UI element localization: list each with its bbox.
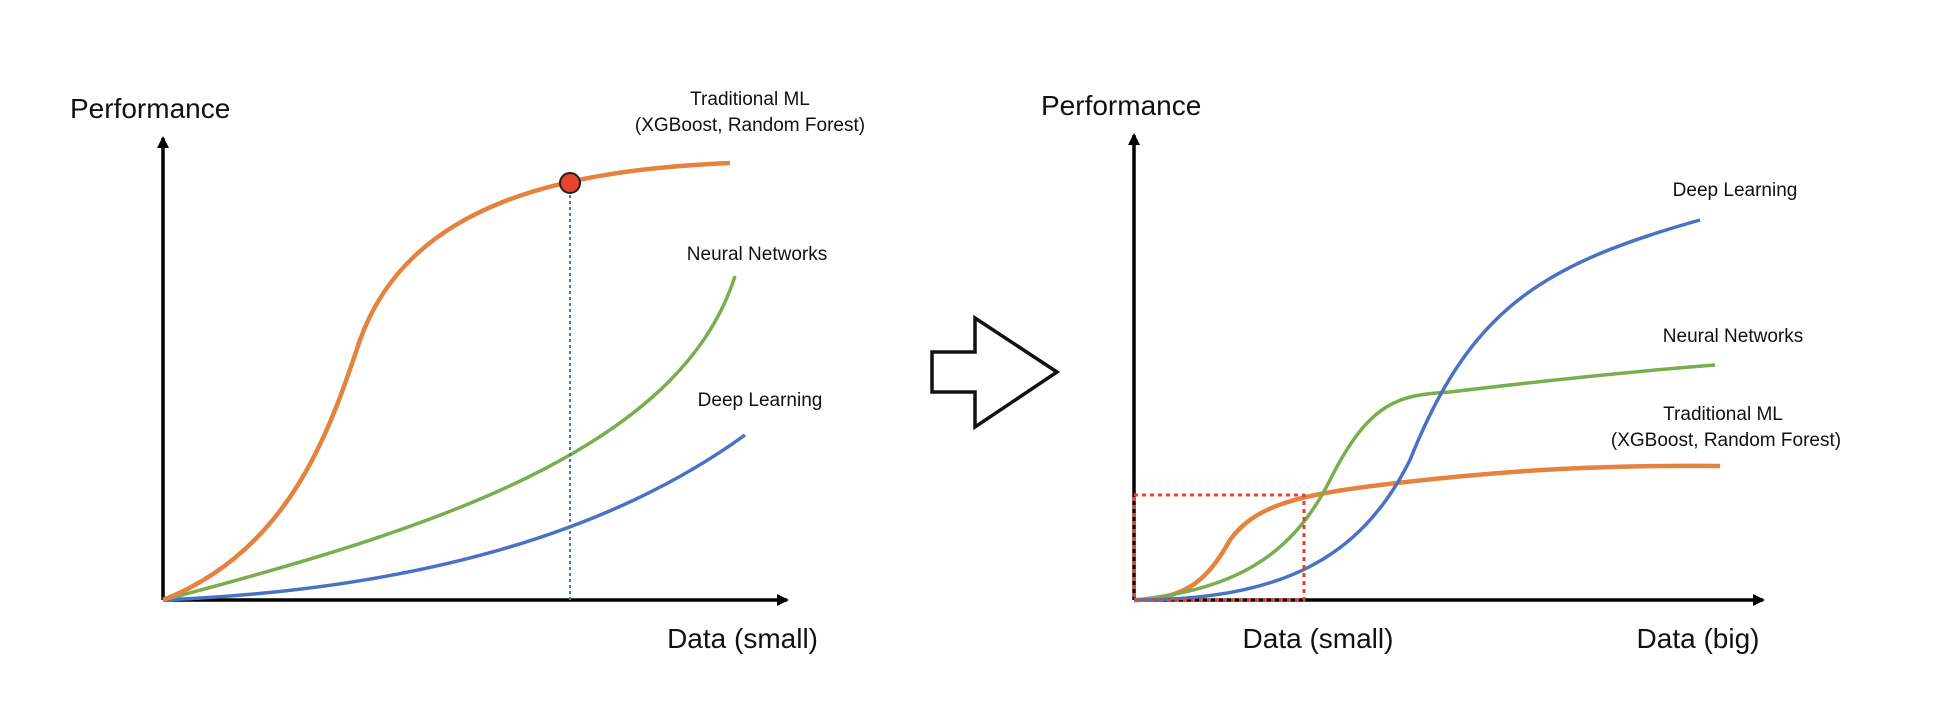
right-label-deep-learning: Deep Learning [1673, 180, 1798, 201]
right-label-traditional-ml-line2: (XGBoost, Random Forest) [1611, 430, 1841, 451]
right-x-axis-small-title: Data (small) [1243, 623, 1394, 654]
right-arrow-icon [930, 314, 1061, 431]
right-x-axis-big-title: Data (big) [1637, 623, 1760, 654]
left-label-deep-learning: Deep Learning [698, 390, 823, 411]
right-traditional-ml-curve [1133, 463, 1721, 603]
right-deep-learning-curve [1133, 218, 1701, 602]
right-label-traditional-ml-line1: Traditional ML [1663, 404, 1783, 425]
right-label-neural-networks: Neural Networks [1663, 326, 1803, 347]
left-deep-learning-curve [162, 433, 747, 602]
right-neural-networks-curve [1133, 363, 1716, 602]
left-label-traditional-ml-line2: (XGBoost, Random Forest) [635, 115, 865, 136]
left-y-axis-title: Performance [70, 93, 230, 124]
right-y-axis-title: Performance [1041, 90, 1201, 121]
right-panel: Performance Data (small) Data (big) Deep… [1041, 90, 1841, 654]
right-small-data-highlight-box [1132, 493, 1306, 602]
left-label-neural-networks: Neural Networks [687, 244, 827, 265]
left-neural-networks-curve [162, 275, 737, 602]
left-peak-marker [559, 172, 581, 194]
left-label-traditional-ml-line1: Traditional ML [690, 89, 810, 110]
left-panel: Performance Data (small) Traditional ML … [70, 89, 865, 654]
left-traditional-ml-curve [162, 160, 731, 603]
left-x-axis-title: Data (small) [667, 623, 818, 654]
